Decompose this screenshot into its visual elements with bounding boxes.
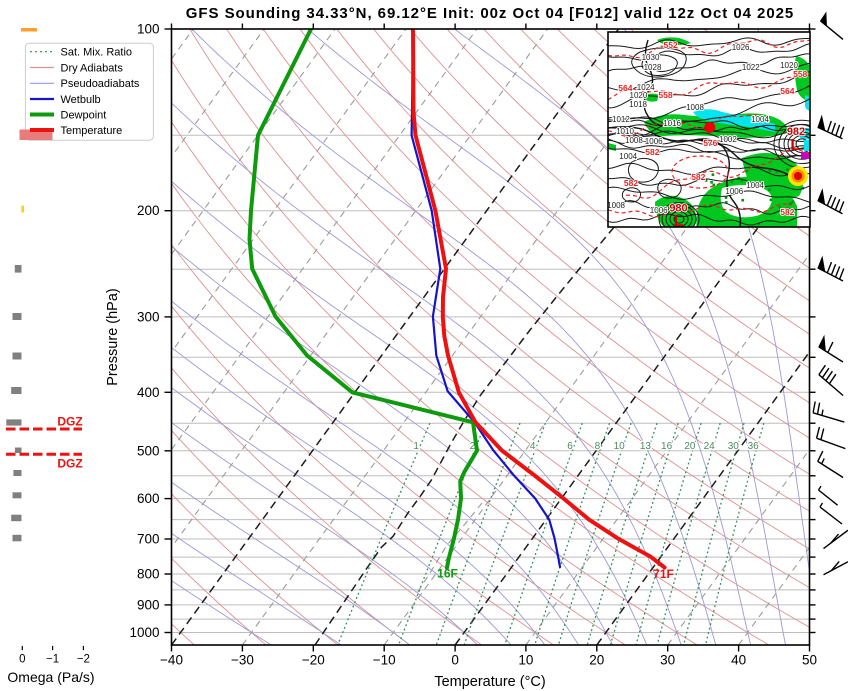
- svg-text:13: 13: [640, 441, 652, 452]
- svg-text:20: 20: [589, 653, 604, 668]
- svg-text:1028: 1028: [644, 63, 662, 72]
- svg-text:Omega (Pa/s): Omega (Pa/s): [7, 669, 94, 685]
- svg-text:10: 10: [518, 653, 533, 668]
- svg-text:1008: 1008: [625, 136, 643, 145]
- svg-text:1006: 1006: [725, 187, 743, 196]
- svg-text:6: 6: [567, 441, 573, 452]
- svg-text:576: 576: [703, 138, 717, 148]
- svg-text:982: 982: [787, 126, 805, 138]
- svg-text:1022: 1022: [742, 63, 760, 72]
- svg-text:1016: 1016: [663, 119, 681, 128]
- svg-text:L: L: [674, 213, 684, 230]
- svg-text:DGZ: DGZ: [57, 415, 82, 429]
- svg-text:0: 0: [451, 653, 459, 668]
- svg-text:2: 2: [470, 441, 476, 452]
- svg-text:−1: −1: [46, 654, 59, 666]
- svg-text:552: 552: [664, 40, 678, 50]
- svg-text:582: 582: [645, 147, 659, 157]
- svg-text:Temperature (°C): Temperature (°C): [434, 674, 545, 690]
- svg-text:−40: −40: [160, 653, 183, 668]
- svg-text:1026: 1026: [732, 43, 750, 52]
- svg-text:1030: 1030: [642, 53, 660, 62]
- svg-text:500: 500: [137, 443, 160, 458]
- svg-text:Pressure (hPa): Pressure (hPa): [105, 288, 121, 386]
- svg-text:36: 36: [748, 441, 760, 452]
- svg-text:1006: 1006: [645, 137, 663, 146]
- svg-text:582: 582: [691, 172, 705, 182]
- svg-text:980: 980: [669, 203, 687, 215]
- svg-text:1004: 1004: [619, 152, 637, 161]
- svg-text:1004: 1004: [746, 181, 764, 190]
- svg-text:1008: 1008: [607, 201, 625, 210]
- svg-text:10: 10: [614, 441, 626, 452]
- svg-text:Dry Adiabats: Dry Adiabats: [61, 62, 124, 74]
- svg-text:−10: −10: [373, 653, 396, 668]
- svg-text:600: 600: [137, 491, 160, 506]
- svg-text:1020: 1020: [630, 91, 648, 100]
- svg-text:1002: 1002: [719, 135, 737, 144]
- svg-text:1: 1: [413, 441, 419, 452]
- svg-text:4: 4: [530, 441, 536, 452]
- svg-text:GFS Sounding 34.33°N, 69.12°E: GFS Sounding 34.33°N, 69.12°E Init: 00z …: [186, 5, 794, 22]
- svg-text:1008: 1008: [686, 103, 704, 112]
- svg-text:582: 582: [624, 178, 638, 188]
- svg-text:564: 564: [780, 86, 794, 96]
- svg-text:800: 800: [137, 567, 160, 582]
- svg-text:Wetbulb: Wetbulb: [61, 94, 101, 106]
- svg-text:Temperature: Temperature: [61, 125, 123, 137]
- svg-text:1020: 1020: [780, 61, 798, 70]
- svg-text:20: 20: [684, 441, 696, 452]
- svg-text:16F: 16F: [437, 567, 458, 581]
- svg-text:1010: 1010: [616, 127, 634, 136]
- svg-text:100: 100: [137, 22, 160, 37]
- svg-text:200: 200: [137, 203, 160, 218]
- svg-text:558: 558: [658, 90, 672, 100]
- svg-text:900: 900: [137, 597, 160, 612]
- svg-text:1018: 1018: [629, 100, 647, 109]
- svg-text:30: 30: [660, 653, 675, 668]
- svg-text:30: 30: [728, 441, 740, 452]
- svg-text:0: 0: [19, 654, 25, 666]
- svg-text:71F: 71F: [653, 567, 674, 581]
- svg-text:582: 582: [780, 207, 794, 217]
- svg-text:1024: 1024: [637, 83, 655, 92]
- svg-text:−30: −30: [231, 653, 254, 668]
- svg-text:700: 700: [137, 532, 160, 547]
- svg-text:1012: 1012: [612, 115, 630, 124]
- svg-text:24: 24: [704, 441, 716, 452]
- svg-text:16: 16: [661, 441, 673, 452]
- svg-text:L: L: [790, 137, 800, 154]
- svg-text:400: 400: [137, 385, 160, 400]
- svg-text:−2: −2: [77, 654, 90, 666]
- svg-text:558: 558: [793, 69, 807, 79]
- svg-text:1004: 1004: [751, 115, 769, 124]
- svg-text:8: 8: [595, 441, 601, 452]
- svg-text:−20: −20: [302, 653, 325, 668]
- svg-text:Dewpoint: Dewpoint: [61, 109, 107, 121]
- svg-text:1006: 1006: [650, 206, 668, 215]
- svg-text:Pseudoadiabats: Pseudoadiabats: [61, 78, 140, 90]
- svg-text:40: 40: [731, 653, 746, 668]
- svg-text:Sat. Mix. Ratio: Sat. Mix. Ratio: [61, 47, 133, 59]
- svg-text:1000: 1000: [129, 625, 159, 640]
- svg-text:300: 300: [137, 309, 160, 324]
- svg-text:DGZ: DGZ: [57, 456, 82, 470]
- svg-text:50: 50: [802, 653, 817, 668]
- svg-text:564: 564: [618, 83, 632, 93]
